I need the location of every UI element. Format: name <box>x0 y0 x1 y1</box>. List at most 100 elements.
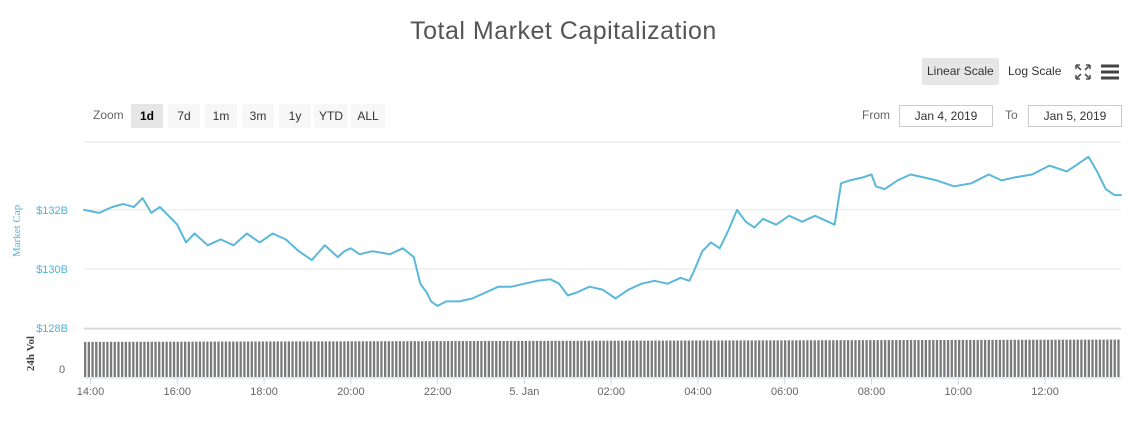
volume-bar <box>439 341 442 377</box>
zoom-7d-button[interactable]: 7d <box>168 104 200 128</box>
volume-bar <box>887 340 890 377</box>
volume-bar <box>869 340 872 377</box>
volume-bar <box>495 340 498 377</box>
log-scale-button[interactable]: Log Scale <box>1008 64 1062 78</box>
volume-bar <box>943 339 946 377</box>
volume-bar <box>743 340 746 377</box>
from-date-input[interactable] <box>899 105 993 127</box>
volume-bar <box>224 341 228 377</box>
volume-bar <box>843 340 846 377</box>
volume-bar <box>858 340 861 377</box>
volume-bar <box>209 341 213 377</box>
volume-bar <box>206 341 209 377</box>
volume-bar <box>483 340 487 377</box>
volume-bar <box>891 340 894 377</box>
volume-bar <box>339 341 342 377</box>
volume-bar <box>1065 339 1068 377</box>
volume-bar <box>513 340 516 377</box>
volume-bar <box>617 340 620 377</box>
zoom-1m-button[interactable]: 1m <box>205 104 237 128</box>
x-tick-label: 12:00 <box>1031 386 1059 398</box>
volume-bar <box>265 341 268 377</box>
volume-bar <box>369 341 372 377</box>
x-tick-label: 18:00 <box>250 386 278 398</box>
hamburger-menu-icon[interactable] <box>1100 63 1120 81</box>
volume-bar <box>980 339 983 377</box>
volume-bar <box>228 341 231 377</box>
volume-bar <box>469 341 472 377</box>
x-tick-label: 06:00 <box>771 386 799 398</box>
x-tick-label: 10:00 <box>945 386 973 398</box>
volume-bar <box>865 340 868 377</box>
volume-bar <box>472 341 476 377</box>
volume-bar <box>332 341 335 377</box>
volume-bar <box>972 339 976 377</box>
volume-bar <box>676 340 679 377</box>
volume-bar <box>428 341 431 377</box>
volume-bar <box>283 341 287 377</box>
volume-bar <box>413 341 416 377</box>
volume-bar <box>643 340 646 377</box>
volume-bar <box>846 340 850 377</box>
volume-bar <box>817 340 820 377</box>
volume-bar <box>354 341 357 377</box>
volume-bar <box>698 340 702 377</box>
volume-bar <box>280 341 283 377</box>
volume-bar <box>1032 339 1035 377</box>
volume-bar <box>180 341 183 377</box>
volume-bar <box>776 340 779 377</box>
volume-bar <box>1117 339 1120 377</box>
volume-bar <box>243 341 246 377</box>
zoom-3m-button[interactable]: 3m <box>242 104 274 128</box>
volume-bar <box>621 340 624 377</box>
volume-bar <box>376 341 379 377</box>
x-tick-label: 08:00 <box>858 386 886 398</box>
zoom-all-button[interactable]: ALL <box>351 104 385 128</box>
volume-bar <box>246 341 250 377</box>
volume-bar <box>828 340 831 377</box>
volume-bar <box>113 341 116 377</box>
volume-bar <box>254 341 257 377</box>
volume-bar <box>961 339 965 377</box>
volume-bar <box>702 340 705 377</box>
volume-bar <box>721 340 724 377</box>
volume-bar <box>987 339 990 377</box>
volume-bar <box>709 340 713 377</box>
volume-bar <box>669 340 672 377</box>
volume-bar <box>783 340 787 377</box>
volume-bar <box>750 340 753 377</box>
volume-bar <box>361 341 365 377</box>
volume-bar <box>580 340 583 377</box>
zoom-1y-button[interactable]: 1y <box>279 104 311 128</box>
zoom-ytd-button[interactable]: YTD <box>314 104 348 128</box>
to-date-input[interactable] <box>1028 105 1122 127</box>
volume-bar <box>398 341 402 377</box>
volume-bar <box>965 339 968 377</box>
volume-bar <box>1009 339 1013 377</box>
volume-bar <box>969 339 972 377</box>
volume-bar <box>524 340 528 377</box>
fullscreen-icon[interactable] <box>1074 63 1092 81</box>
volume-bar <box>346 341 350 377</box>
volume-bar <box>735 340 739 377</box>
volume-bar <box>87 341 90 377</box>
volume-bar <box>813 340 816 377</box>
volume-bar <box>143 341 146 377</box>
volume-bar <box>1102 339 1105 377</box>
volume-bar <box>769 340 772 377</box>
volume-bar <box>506 340 509 377</box>
volume-bar <box>1087 339 1090 377</box>
volume-bar <box>532 340 535 377</box>
volume-bar <box>235 341 239 377</box>
volume-bar <box>261 341 265 377</box>
volume-bar <box>798 340 802 377</box>
volume-bar <box>509 340 513 377</box>
volume-bar <box>572 340 576 377</box>
zoom-1d-button[interactable]: 1d <box>131 104 163 128</box>
volume-bar <box>913 340 916 377</box>
volume-bar <box>458 341 461 377</box>
volume-bar <box>161 341 165 377</box>
volume-bar <box>928 339 931 377</box>
linear-scale-button[interactable]: Linear Scale <box>922 58 999 85</box>
